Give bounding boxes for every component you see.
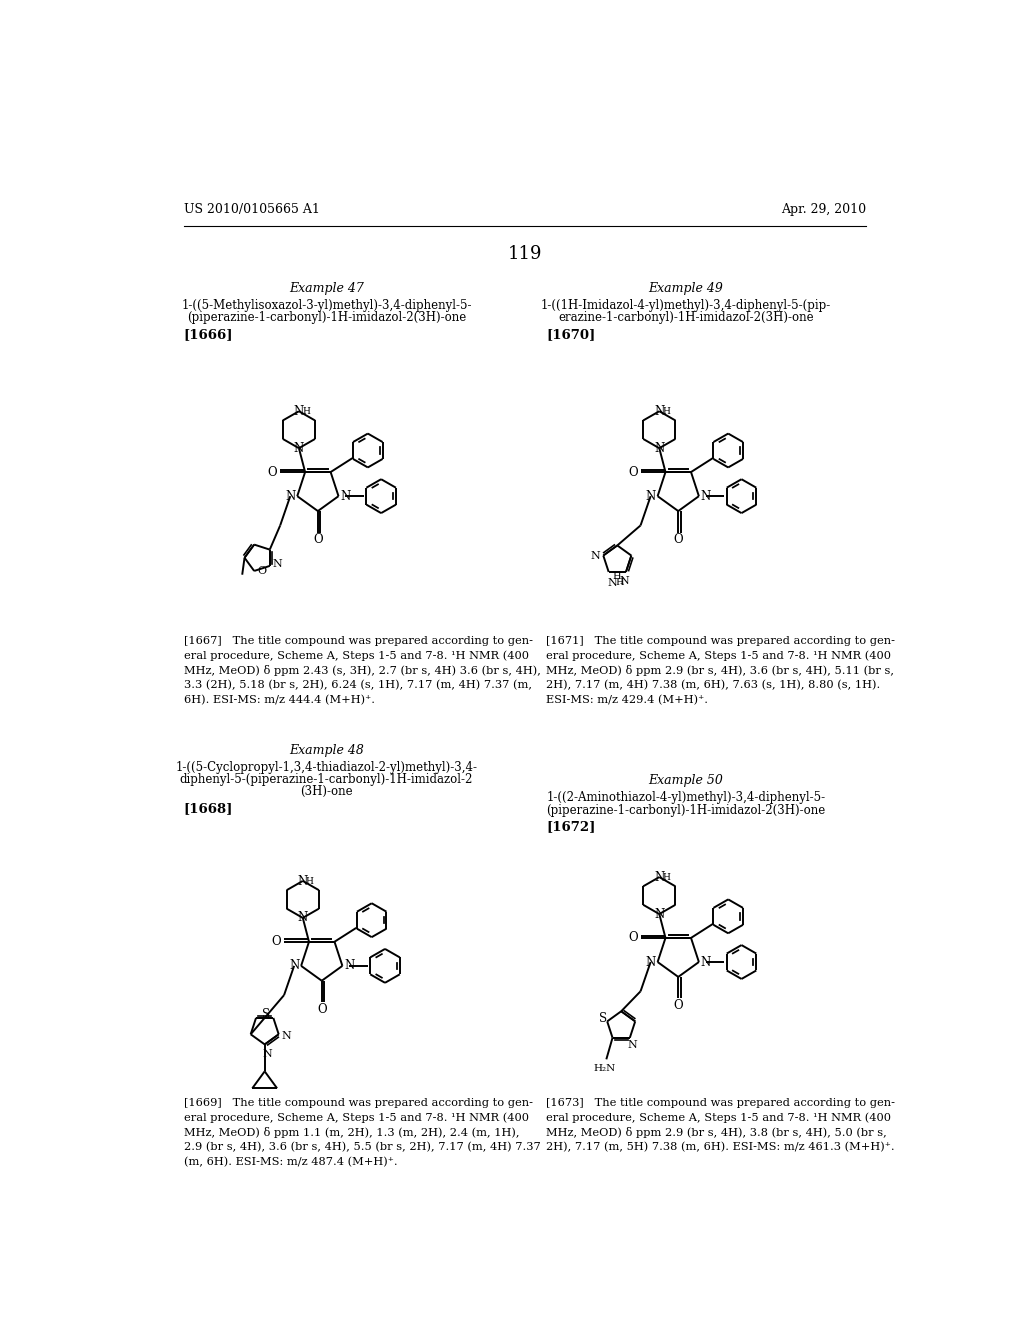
Text: N: N (654, 871, 665, 884)
Text: N: N (282, 1031, 291, 1041)
Text: N: N (298, 911, 308, 924)
Text: (3H)-one: (3H)-one (300, 785, 352, 799)
Text: H₂N: H₂N (594, 1064, 615, 1073)
Text: Example 50: Example 50 (648, 775, 723, 788)
Text: [1672]: [1672] (547, 821, 596, 834)
Text: N: N (700, 490, 711, 503)
Text: [1666]: [1666] (183, 327, 233, 341)
Text: Example 47: Example 47 (289, 281, 364, 294)
Text: O: O (674, 533, 683, 546)
Text: O: O (313, 533, 323, 546)
Text: O: O (674, 999, 683, 1012)
Text: N: N (628, 1040, 637, 1051)
Text: N: N (294, 442, 304, 454)
Text: H: H (663, 408, 670, 417)
Text: N: N (700, 956, 711, 969)
Text: H: H (302, 408, 310, 417)
Text: diphenyl-5-(piperazine-1-carbonyl)-1H-imidazol-2: diphenyl-5-(piperazine-1-carbonyl)-1H-im… (180, 774, 473, 785)
Text: N: N (591, 550, 600, 561)
Text: 119: 119 (508, 244, 542, 263)
Text: [1668]: [1668] (183, 803, 233, 816)
Text: N: N (620, 576, 630, 586)
Text: (piperazine-1-carbonyl)-1H-imidazol-2(3H)-one: (piperazine-1-carbonyl)-1H-imidazol-2(3H… (547, 804, 825, 817)
Text: N: N (285, 490, 295, 503)
Text: N: N (344, 960, 354, 973)
Text: S: S (261, 1008, 269, 1022)
Text: Apr. 29, 2010: Apr. 29, 2010 (780, 203, 866, 216)
Text: H: H (612, 572, 621, 581)
Text: [1670]: [1670] (547, 327, 596, 341)
Text: N: N (654, 908, 665, 920)
Text: N: N (645, 490, 655, 503)
Text: 1-((5-Methylisoxazol-3-yl)methyl)-3,4-diphenyl-5-: 1-((5-Methylisoxazol-3-yl)methyl)-3,4-di… (181, 298, 472, 312)
Text: [1667]   The title compound was prepared according to gen-
eral procedure, Schem: [1667] The title compound was prepared a… (183, 636, 541, 705)
Text: [1669]   The title compound was prepared according to gen-
eral procedure, Schem: [1669] The title compound was prepared a… (183, 1098, 541, 1167)
Text: H: H (615, 578, 624, 587)
Text: H: H (306, 878, 313, 886)
Text: N: N (654, 442, 665, 454)
Text: (piperazine-1-carbonyl)-1H-imidazol-2(3H)-one: (piperazine-1-carbonyl)-1H-imidazol-2(3H… (186, 312, 466, 323)
Text: 1-((5-Cyclopropyl-1,3,4-thiadiazol-2-yl)methyl)-3,4-: 1-((5-Cyclopropyl-1,3,4-thiadiazol-2-yl)… (175, 760, 477, 774)
Text: O: O (317, 1003, 327, 1016)
Text: N: N (645, 956, 655, 969)
Text: O: O (267, 466, 278, 479)
Text: N: N (289, 960, 299, 973)
Text: N: N (607, 578, 617, 587)
Text: Example 49: Example 49 (648, 281, 723, 294)
Text: O: O (628, 932, 638, 944)
Text: N: N (298, 875, 308, 888)
Text: erazine-1-carbonyl)-1H-imidazol-2(3H)-one: erazine-1-carbonyl)-1H-imidazol-2(3H)-on… (558, 312, 814, 323)
Text: N: N (654, 405, 665, 418)
Text: N: N (272, 558, 283, 569)
Text: S: S (599, 1012, 607, 1024)
Text: O: O (271, 936, 282, 948)
Text: Example 48: Example 48 (289, 743, 364, 756)
Text: O: O (628, 466, 638, 479)
Text: 1-((1H-Imidazol-4-yl)methyl)-3,4-diphenyl-5-(pip-: 1-((1H-Imidazol-4-yl)methyl)-3,4-dipheny… (541, 298, 831, 312)
Text: [1673]   The title compound was prepared according to gen-
eral procedure, Schem: [1673] The title compound was prepared a… (547, 1098, 896, 1152)
Text: US 2010/0105665 A1: US 2010/0105665 A1 (183, 203, 319, 216)
Text: N: N (340, 490, 350, 503)
Text: 1-((2-Aminothiazol-4-yl)methyl)-3,4-diphenyl-5-: 1-((2-Aminothiazol-4-yl)methyl)-3,4-diph… (547, 792, 825, 804)
Text: N: N (262, 1048, 272, 1059)
Text: H: H (663, 874, 670, 882)
Text: [1671]   The title compound was prepared according to gen-
eral procedure, Schem: [1671] The title compound was prepared a… (547, 636, 896, 705)
Text: O: O (257, 566, 266, 576)
Text: N: N (294, 405, 304, 418)
